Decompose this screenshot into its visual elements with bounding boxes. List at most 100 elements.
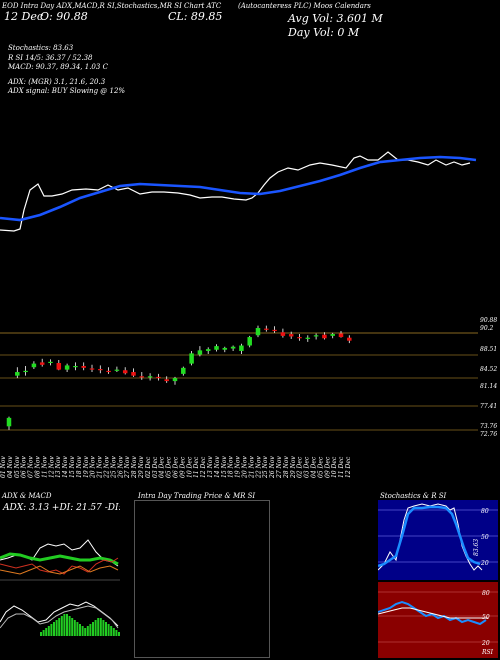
candle-body <box>139 376 145 378</box>
date-tick-label: 21 Nov <box>248 456 255 479</box>
macd-bar <box>118 632 120 636</box>
stoch-axis-20: 20 <box>480 560 489 567</box>
header-title: EOD Intra Day ADX,MACD,R SI,Stochastics,… <box>2 2 222 10</box>
macd-bar <box>55 620 58 636</box>
date-tick-label: 14 Nov <box>214 456 221 478</box>
macd-histogram <box>40 614 120 636</box>
adx-panel-title: ADX & MACD <box>2 492 52 500</box>
date-tick-label: 03 Dec <box>304 456 311 478</box>
date-tick-label: 01 Nov <box>0 456 7 478</box>
macd-bar <box>84 628 87 636</box>
price-tick-label: 77.41 <box>480 403 497 410</box>
date-tick-label: 22 Nov <box>104 456 111 479</box>
candle-body <box>39 362 45 365</box>
rsi-panel: 80 50 20 RSI <box>378 582 498 658</box>
date-tick-label: 09 Dec <box>324 456 331 478</box>
macd-bar <box>58 618 61 636</box>
macd-bar <box>112 628 115 636</box>
date-tick-label: 26 Nov <box>117 456 124 479</box>
price-ma-blue <box>0 155 477 222</box>
price-tick-label: 88.51 <box>480 346 497 353</box>
date-tick-label: 10 Dec <box>186 456 193 478</box>
candle-body <box>305 337 311 339</box>
macd-bar <box>60 616 63 636</box>
candle-body <box>73 366 78 368</box>
candle-body <box>272 329 277 332</box>
macd-bar <box>68 616 71 636</box>
candle-body <box>197 350 203 355</box>
candle-body <box>106 370 111 373</box>
date-axis: 01 Nov 04 Nov 05 Nov 06 Nov 07 Nov 08 Nov 11 N… <box>0 456 352 479</box>
candle-body <box>147 376 153 378</box>
date-tick-label: 25 Nov <box>262 456 269 479</box>
macd-bar <box>63 614 66 636</box>
macd-bar <box>97 618 100 636</box>
price-tick-label: 84.52 <box>480 366 497 373</box>
date-tick-label: 22 Nov <box>255 456 262 479</box>
candle-body <box>15 372 20 376</box>
date-tick-label: 21 Nov <box>97 456 104 479</box>
macd-bar <box>89 624 92 636</box>
date-tick-label: 26 Nov <box>269 456 276 479</box>
macd-bar <box>53 622 55 636</box>
date-tick-label: 28 Nov <box>283 456 290 479</box>
macd-bar <box>47 626 50 636</box>
adx-signal-readout: ADX signal: BUY Slowing @ 12% <box>8 87 126 95</box>
date-tick-label: 15 Nov <box>221 456 228 478</box>
date-label: 12 Dec <box>4 10 43 23</box>
candle-body <box>338 333 344 338</box>
candle-body <box>181 367 186 374</box>
date-tick-label: 06 Dec <box>173 456 180 478</box>
macd-readout: MACD: 90.37, 89.34, 1.03 C <box>8 63 108 71</box>
candle-body <box>205 349 211 351</box>
date-tick-label: 05 Dec <box>317 456 324 478</box>
stoch-panel-title: Stochastics & R SI <box>380 492 447 500</box>
date-tick-label: 08 Nov <box>35 456 42 478</box>
date-tick-label: 05 Nov <box>14 456 21 478</box>
candles-group <box>6 325 352 430</box>
candle-body <box>64 365 70 370</box>
candle-body <box>122 370 128 374</box>
date-tick-label: 04 Dec <box>311 456 318 478</box>
candle-body <box>56 363 62 370</box>
rsi-white-line <box>378 607 488 619</box>
macd-bar <box>99 618 102 636</box>
close-value: CL: 89.85 <box>168 10 223 23</box>
candle-body <box>288 334 294 337</box>
macd-bar <box>45 628 48 636</box>
macd-bar <box>107 624 110 636</box>
macd-bar <box>79 624 81 636</box>
candle-body <box>322 334 327 339</box>
date-tick-label: 05 Dec <box>166 456 173 478</box>
macd-bar <box>66 614 68 636</box>
candle-body <box>255 328 261 336</box>
macd-bar <box>73 620 76 636</box>
stoch-current: 83.63 <box>473 539 480 556</box>
candle-body <box>214 346 219 350</box>
date-tick-label: 20 Nov <box>242 456 249 479</box>
macd-bar <box>81 626 84 636</box>
macd-bar <box>86 626 89 636</box>
rsi-axis-80: 80 <box>482 590 490 597</box>
price-tick-label: 73.76 <box>480 423 497 430</box>
date-tick-label: 18 Nov <box>228 456 235 478</box>
macd-bar <box>92 622 94 636</box>
candle-body <box>264 328 269 330</box>
candle-body <box>23 370 28 373</box>
stochastics-readout: Stochastics: 83.63 <box>8 44 74 52</box>
adx-values: ADX: 3.13 +DI: 21.57 -DI: 20.26 <box>2 503 120 513</box>
date-tick-label: 10 Dec <box>331 456 338 478</box>
intraday-panel <box>134 500 270 658</box>
day-volume: Day Vol: 0 M <box>288 26 360 39</box>
candle-body <box>222 347 228 350</box>
date-tick-label: 11 Dec <box>338 456 345 478</box>
date-tick-label: 04 Nov <box>7 456 14 478</box>
adx-orange-line <box>0 565 119 575</box>
candle-body <box>131 372 136 376</box>
date-tick-label: 25 Nov <box>110 456 117 479</box>
candle-body <box>347 337 352 341</box>
candle-body <box>81 366 86 368</box>
main-price-chart: 90.8890.288.5184.5281.1477.4173.7672.76 … <box>0 151 497 479</box>
date-tick-label: 13 Nov <box>55 456 62 478</box>
